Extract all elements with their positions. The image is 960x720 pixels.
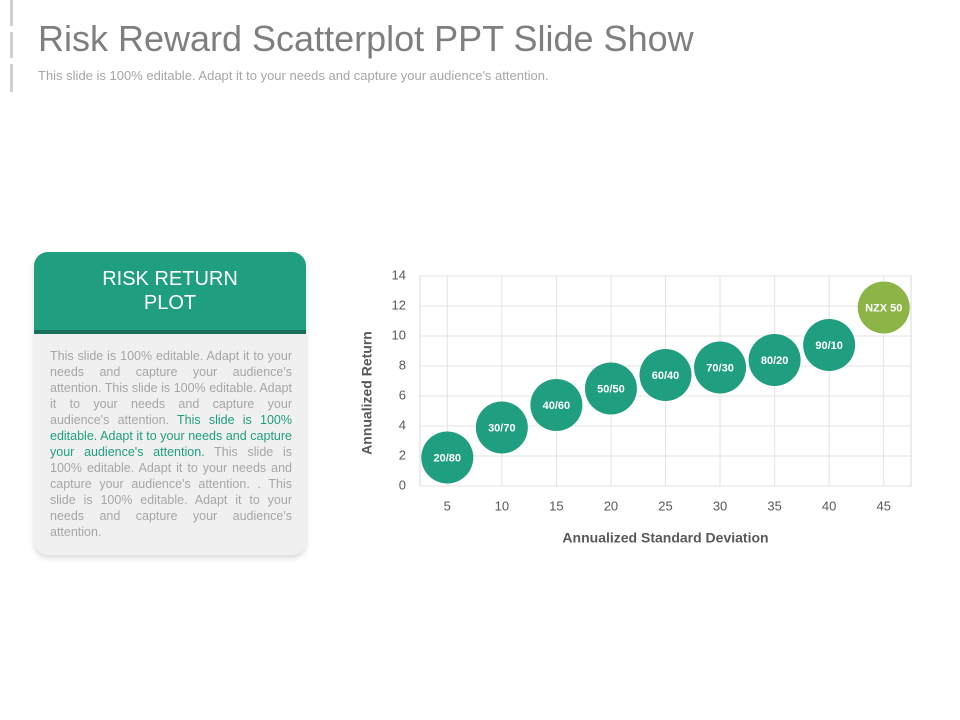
bubble xyxy=(857,281,910,334)
point-label: 90/10 xyxy=(815,340,843,352)
slide-title: Risk Reward Scatterplot PPT Slide Show xyxy=(38,18,694,59)
point-label: 70/30 xyxy=(706,362,734,374)
x-tick-label: 40 xyxy=(822,498,836,513)
point-label: 50/50 xyxy=(597,383,625,395)
bubble xyxy=(694,341,747,394)
point-label: NZX 50 xyxy=(865,302,902,314)
x-tick-label: 10 xyxy=(495,498,509,513)
point-label: 40/60 xyxy=(543,400,571,412)
y-tick-label: 4 xyxy=(399,417,406,432)
panel-body: This slide is 100% editable. Adapt it to… xyxy=(34,334,306,540)
y-tick-label: 0 xyxy=(399,477,406,492)
x-tick-label: 20 xyxy=(604,498,618,513)
body-highlight: This slide is 100% editable. Adapt it to… xyxy=(50,413,292,459)
text-panel: RISK RETURN PLOT This slide is 100% edit… xyxy=(34,252,306,555)
x-tick-label: 35 xyxy=(767,498,781,513)
x-tick-label: 25 xyxy=(658,498,672,513)
bubble xyxy=(475,401,528,454)
y-tick-label: 10 xyxy=(392,327,406,342)
panel-heading: RISK RETURN PLOT xyxy=(34,252,306,334)
decor-bar xyxy=(10,0,13,26)
y-tick-label: 12 xyxy=(392,297,406,312)
point-label: 60/40 xyxy=(652,370,680,382)
body-text: This slide is 100% editable. Adapt it to… xyxy=(50,349,292,427)
bubble xyxy=(530,379,583,431)
point-label: 30/70 xyxy=(488,422,516,434)
y-tick-label: 6 xyxy=(399,387,406,402)
y-tick-label: 2 xyxy=(399,447,406,462)
body-text: This slide is 100% editable. Adapt it to… xyxy=(50,445,292,539)
bubble xyxy=(584,362,637,415)
decor-bar xyxy=(10,64,13,92)
y-axis-label: Annualized Return xyxy=(359,331,375,455)
x-tick-label: 5 xyxy=(444,498,451,513)
slide-subtitle: This slide is 100% editable. Adapt it to… xyxy=(38,68,549,83)
bubble xyxy=(748,334,801,386)
x-axis-label: Annualized Standard Deviation xyxy=(562,530,768,546)
point-label: 80/20 xyxy=(761,355,789,367)
y-tick-label: 14 xyxy=(392,267,406,282)
x-tick-label: 30 xyxy=(713,498,727,513)
bubble xyxy=(421,431,474,484)
y-tick-label: 8 xyxy=(399,357,406,372)
decor-bar xyxy=(10,32,13,58)
bubble xyxy=(803,319,856,371)
point-label: 20/80 xyxy=(434,452,462,464)
x-tick-label: 15 xyxy=(549,498,563,513)
bubble xyxy=(639,349,692,401)
x-tick-label: 45 xyxy=(876,498,890,513)
